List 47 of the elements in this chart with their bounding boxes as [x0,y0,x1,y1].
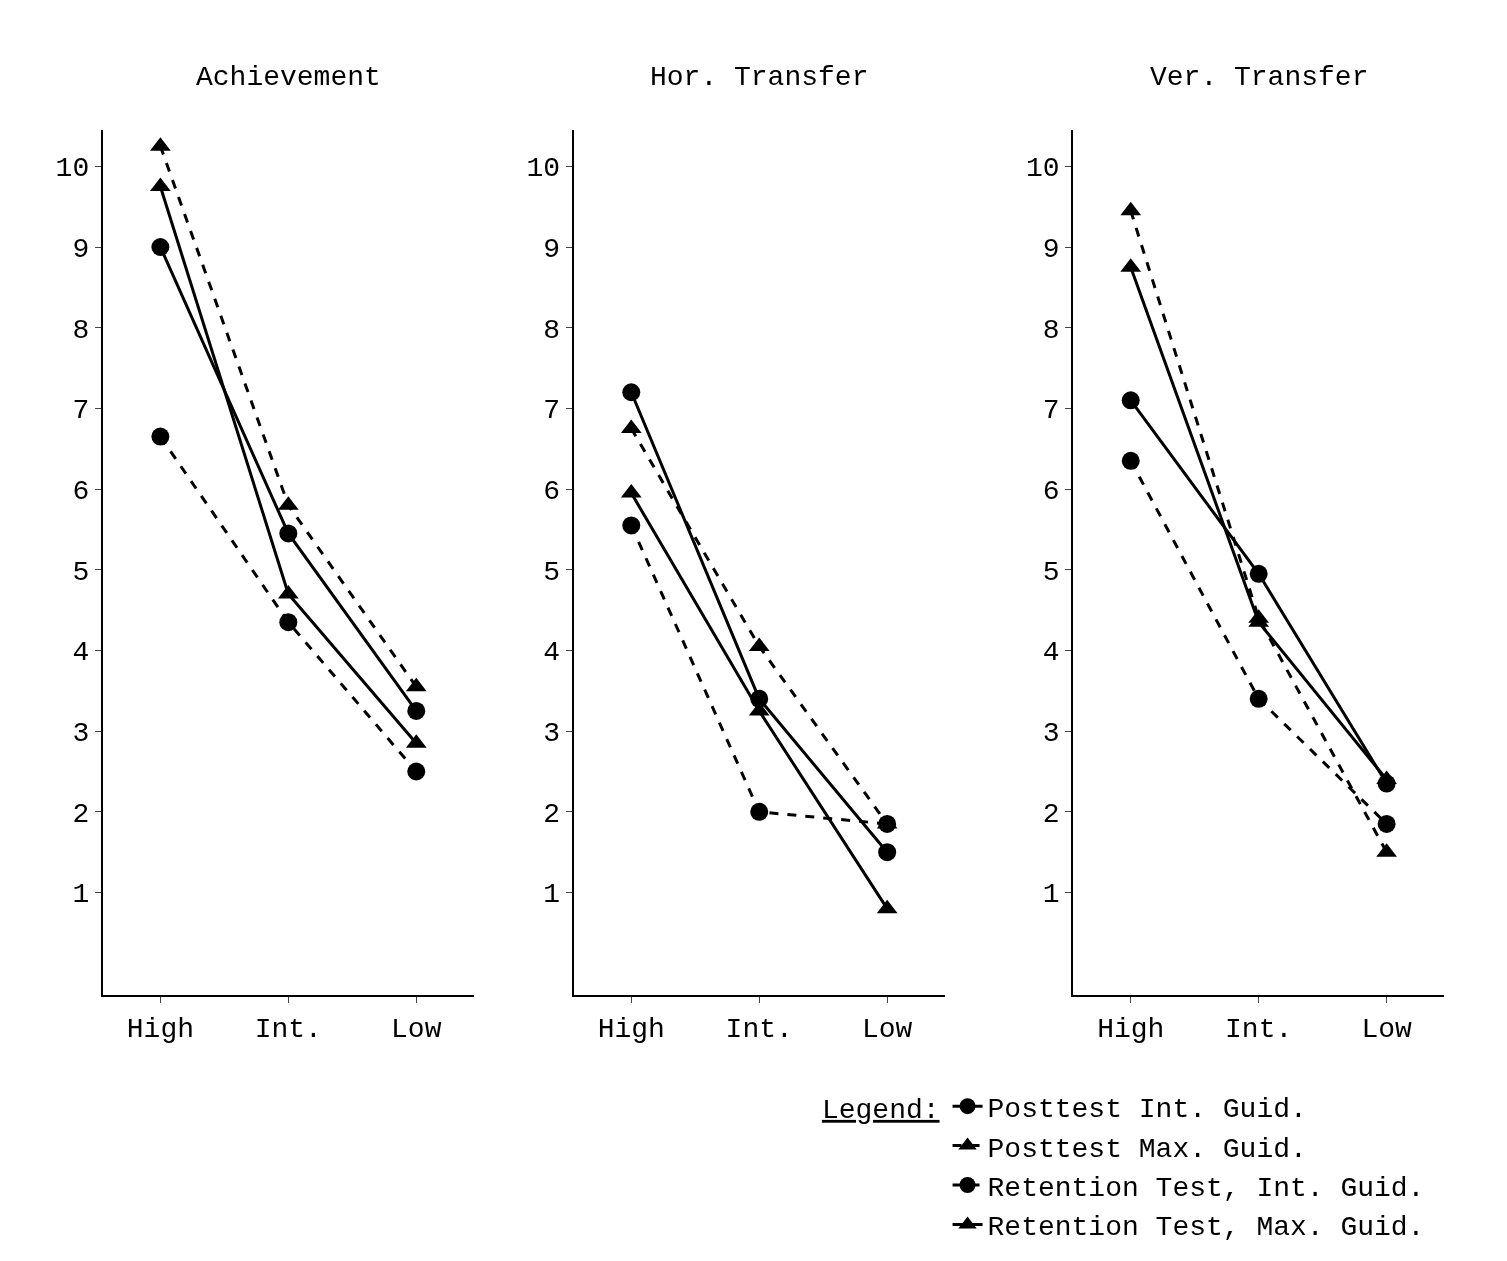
chart-title: Ver. Transfer [1150,62,1369,93]
x-tick-label: High [126,1013,194,1045]
x-tick-label: Int. [725,1013,793,1045]
x-tick-label: Low [861,1013,913,1045]
y-tick-label: 4 [72,637,90,669]
y-tick-label: 9 [72,233,90,265]
x-tick-label: Int. [1225,1013,1293,1045]
y-tick-label: 8 [72,314,90,346]
y-tick-label: 1 [72,879,90,911]
y-tick-label: 5 [72,556,90,588]
x-tick-label: Low [1361,1013,1413,1045]
y-tick-label: 6 [72,475,90,507]
y-tick-label: 1 [1042,879,1060,911]
x-tick-label: Int. [254,1013,322,1045]
y-tick-label: 6 [543,475,561,507]
y-tick-label: 8 [543,314,561,346]
legend-label: Posttest Int. Guid. [987,1094,1307,1126]
y-tick-label: 3 [72,717,90,749]
y-tick-label: 1 [543,879,561,911]
y-tick-label: 7 [543,395,561,427]
x-tick-label: Low [391,1013,442,1045]
y-tick-label: 2 [543,798,561,830]
y-tick-label: 5 [1042,556,1060,588]
y-tick-label: 10 [1025,153,1060,185]
chart-title: Hor. Transfer [650,62,869,93]
y-tick-label: 4 [1042,637,1060,669]
y-tick-label: 9 [1042,233,1060,265]
y-tick-label: 7 [1042,395,1060,427]
y-tick-label: 5 [543,556,561,588]
x-tick-label: High [597,1013,665,1045]
y-tick-label: 10 [526,153,561,185]
y-tick-label: 8 [1042,314,1060,346]
y-tick-label: 3 [1042,717,1060,749]
y-tick-label: 6 [1042,475,1060,507]
legend-title: Legend: [821,1094,940,1126]
y-tick-label: 9 [543,233,561,265]
legend-label: Posttest Max. Guid. [987,1133,1307,1165]
y-tick-label: 10 [55,153,90,185]
chart-title: Achievement [196,62,381,93]
y-tick-label: 2 [72,798,90,830]
y-tick-label: 3 [543,717,561,749]
y-tick-label: 7 [72,395,90,427]
legend-label: Retention Test, Max. Guid. [987,1212,1425,1244]
y-tick-label: 4 [543,637,561,669]
y-tick-label: 2 [1042,798,1060,830]
x-tick-label: High [1097,1013,1165,1045]
legend-label: Retention Test, Int. Guid. [987,1172,1425,1204]
